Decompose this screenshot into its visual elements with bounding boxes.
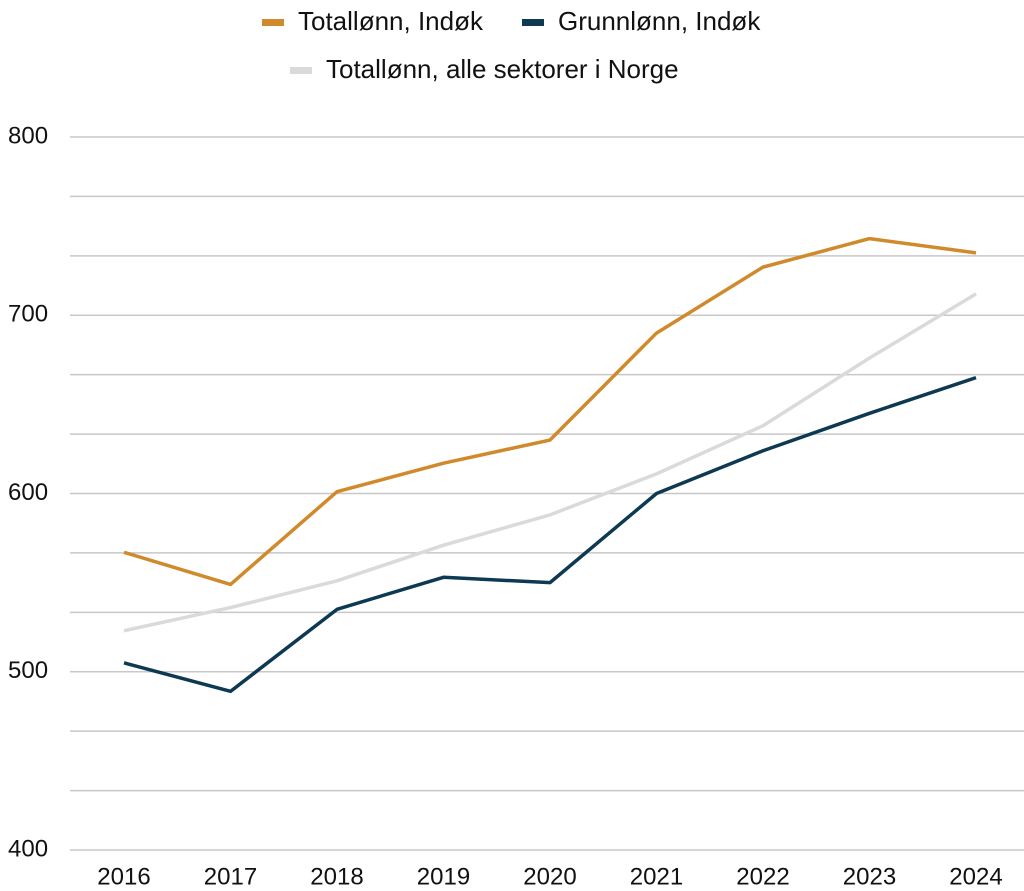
y-tick-label: 600 (8, 479, 48, 506)
y-tick-label: 500 (8, 657, 48, 684)
x-tick-label: 2016 (97, 863, 150, 890)
legend-swatch (522, 19, 544, 26)
series-line (123, 236, 977, 587)
legend-label: Totallønn, alle sektorer i Norge (326, 54, 679, 84)
legend-swatch (290, 67, 312, 74)
series-line (123, 375, 977, 694)
x-tick-label: 2018 (310, 863, 363, 890)
legend-label: Grunnlønn, Indøk (558, 6, 761, 36)
x-tick-label: 2023 (843, 863, 896, 890)
x-tick-label: 2024 (949, 863, 1002, 890)
x-tick-label: 2017 (204, 863, 257, 890)
x-tick-label: 2020 (523, 863, 576, 890)
legend-swatch (262, 19, 284, 26)
x-tick-label: 2021 (630, 863, 683, 890)
x-tick-label: 2019 (417, 863, 470, 890)
y-tick-label: 700 (8, 301, 48, 328)
legend-label: Totallønn, Indøk (298, 6, 484, 36)
series-line (123, 292, 977, 633)
x-tick-label: 2022 (736, 863, 789, 890)
y-tick-label: 800 (8, 122, 48, 149)
y-tick-label: 400 (8, 835, 48, 862)
